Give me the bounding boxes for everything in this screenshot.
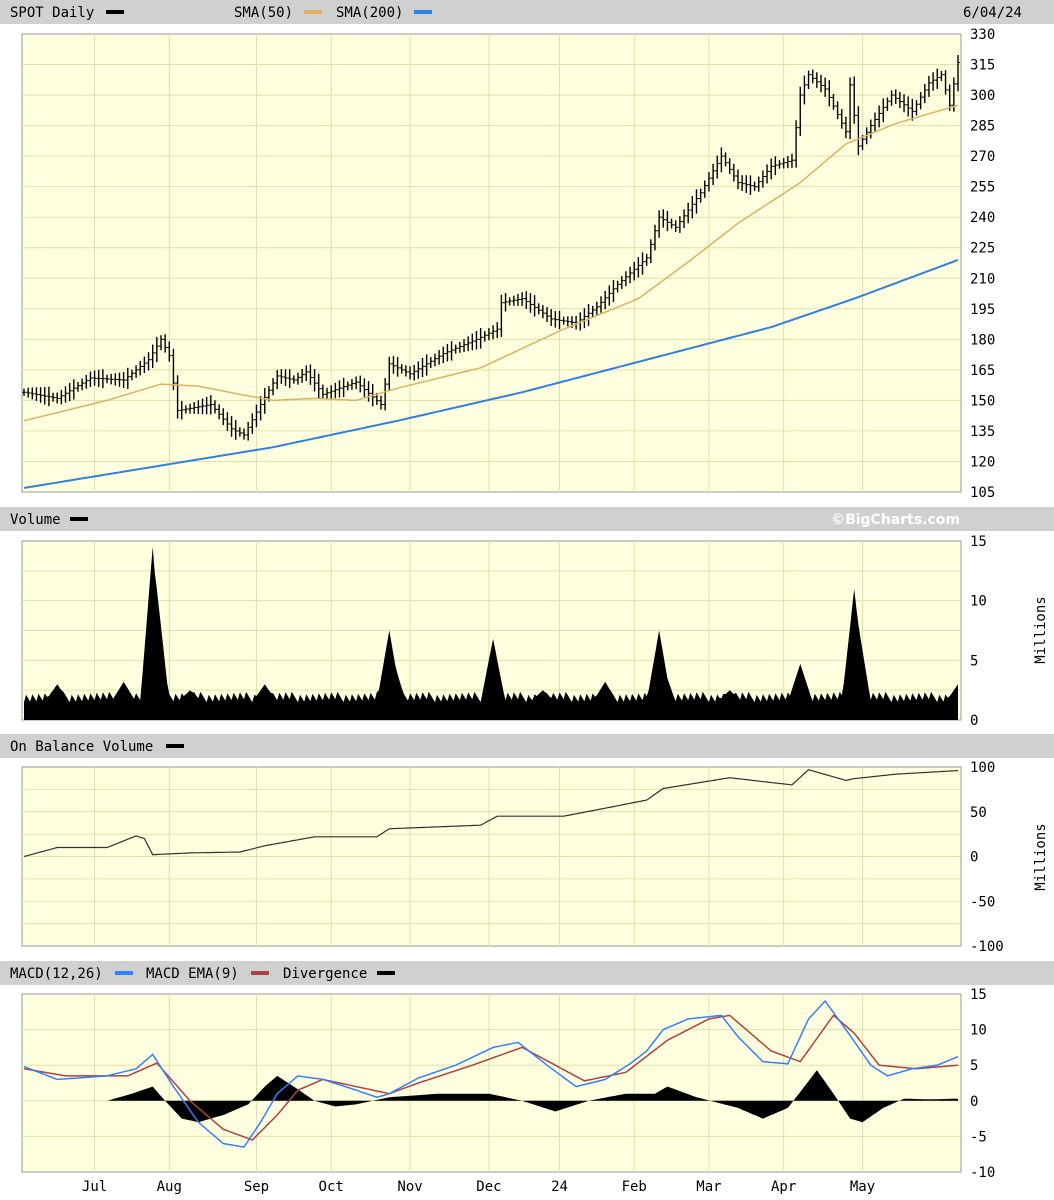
y-tick-label: -10 xyxy=(970,1165,995,1181)
x-tick-label: 24 xyxy=(551,1179,568,1195)
y-tick-label: 10 xyxy=(970,1023,987,1039)
y-tick-label: 100 xyxy=(970,760,995,776)
y-tick-label: 0 xyxy=(970,713,978,729)
sma50-line xyxy=(23,104,959,422)
y-tick-label: 165 xyxy=(970,363,995,379)
x-tick-label: Jul xyxy=(82,1179,107,1195)
macd-y-ticks: 15 10 5 0 -5 -10 xyxy=(970,987,995,1181)
obv-grid xyxy=(22,767,961,946)
price-legend-swatch xyxy=(106,10,124,14)
x-tick-label: May xyxy=(850,1179,875,1195)
x-tick-label: Sep xyxy=(244,1179,269,1195)
obv-header-bar xyxy=(0,734,1054,758)
obv-label: On Balance Volume xyxy=(10,739,153,755)
volume-label: Volume xyxy=(10,512,61,528)
sma50-label: SMA(50) xyxy=(234,5,293,21)
macd-ema-legend-swatch xyxy=(251,971,269,975)
symbol-label: SPOT Daily xyxy=(10,5,94,21)
y-tick-label: 120 xyxy=(970,454,995,470)
y-tick-label: 150 xyxy=(970,393,995,409)
macd-panel xyxy=(21,993,962,1173)
sma50-legend-swatch xyxy=(304,10,322,14)
volume-unit-label: Millions xyxy=(1033,596,1049,663)
volume-y-ticks: 15 10 5 0 xyxy=(970,534,987,729)
macd-header: MACD(12,26) MACD EMA(9) Divergence xyxy=(0,961,1054,985)
y-tick-label: 270 xyxy=(970,149,995,165)
x-tick-label: Apr xyxy=(771,1179,796,1195)
divergence-label: Divergence xyxy=(283,966,367,982)
x-tick-label: Aug xyxy=(157,1179,182,1195)
price-bars xyxy=(22,55,960,441)
price-y-ticks: 330 315 300 285 270 255 240 225 210 195 180 165 150 1… xyxy=(970,27,995,501)
y-tick-label: 330 xyxy=(970,27,995,43)
obv-unit-label: Millions xyxy=(1033,823,1049,890)
macd-header-bar xyxy=(0,961,1054,985)
y-tick-label: 50 xyxy=(970,805,987,821)
y-tick-label: 5 xyxy=(970,1058,978,1074)
macd-line xyxy=(23,999,959,1148)
price-panel xyxy=(21,33,962,493)
y-tick-label: 210 xyxy=(970,271,995,287)
obv-header: On Balance Volume xyxy=(0,734,1054,758)
x-tick-label: Nov xyxy=(397,1179,422,1195)
obv-line xyxy=(23,769,959,858)
y-tick-label: 240 xyxy=(970,210,995,226)
y-tick-label: 15 xyxy=(970,534,987,550)
y-tick-label: -5 xyxy=(970,1129,987,1145)
y-tick-label: 5 xyxy=(970,653,978,669)
divergence-area xyxy=(24,1070,958,1123)
y-tick-label: 0 xyxy=(970,1094,978,1110)
y-tick-label: 225 xyxy=(970,241,995,257)
divergence-legend-swatch xyxy=(377,971,395,975)
y-tick-label: 300 xyxy=(970,88,995,104)
date-label: 6/04/24 xyxy=(963,5,1022,21)
volume-legend-swatch xyxy=(70,517,88,521)
sma200-legend-swatch xyxy=(414,10,432,14)
x-tick-label: Dec xyxy=(476,1179,501,1195)
macd-ema-line xyxy=(23,1014,959,1141)
x-axis-ticks: Jul Aug Sep Oct Nov Dec 24 Feb Mar Apr May xyxy=(82,1179,875,1195)
price-header-bar xyxy=(0,0,1054,24)
y-tick-label: 10 xyxy=(970,594,987,610)
bigcharts-credit: ©BigCharts.com xyxy=(831,512,960,528)
obv-legend-swatch xyxy=(166,744,184,748)
y-tick-label: 315 xyxy=(970,58,995,74)
y-tick-label: -100 xyxy=(970,939,1004,955)
x-tick-label: Feb xyxy=(622,1179,647,1195)
y-tick-label: 255 xyxy=(970,180,995,196)
price-header: SPOT Daily SMA(50) SMA(200) 6/04/24 xyxy=(0,0,1054,24)
y-tick-label: 195 xyxy=(970,302,995,318)
volume-area xyxy=(24,547,958,720)
volume-header: Volume ©BigCharts.com xyxy=(0,507,1054,531)
y-tick-label: 0 xyxy=(970,850,978,866)
y-tick-label: 135 xyxy=(970,424,995,440)
obv-y-ticks: 100 50 0 -50 -100 xyxy=(970,760,1004,955)
sma200-line xyxy=(23,258,959,489)
sma200-label: SMA(200) xyxy=(336,5,403,21)
y-tick-label: 285 xyxy=(970,119,995,135)
y-tick-label: 180 xyxy=(970,332,995,348)
y-tick-label: -50 xyxy=(970,894,995,910)
macd-label: MACD(12,26) xyxy=(10,966,103,982)
volume-header-bar xyxy=(0,507,1054,531)
price-grid xyxy=(22,34,961,492)
x-tick-label: Oct xyxy=(319,1179,344,1195)
macd-legend-swatch xyxy=(115,971,133,975)
y-tick-label: 15 xyxy=(970,987,987,1003)
y-tick-label: 105 xyxy=(970,485,995,501)
x-tick-label: Mar xyxy=(696,1179,721,1195)
macd-ema-label: MACD EMA(9) xyxy=(146,966,239,982)
